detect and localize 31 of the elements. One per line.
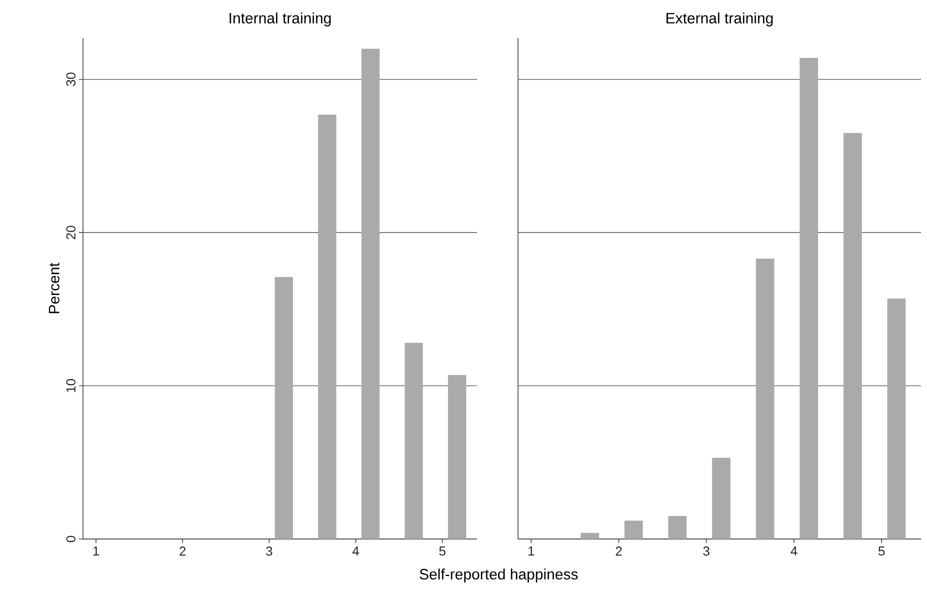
bar xyxy=(843,132,862,539)
x-tick-label: 2 xyxy=(616,546,622,556)
x-tick-label: 5 xyxy=(439,546,446,556)
bar xyxy=(580,532,600,539)
x-axis-title: Self-reported happiness xyxy=(420,568,578,582)
chart-title: External training xyxy=(666,12,773,26)
bar xyxy=(361,48,380,539)
x-tick-label: 2 xyxy=(180,546,186,556)
bar xyxy=(800,58,818,539)
x-tick-label: 3 xyxy=(703,546,710,556)
y-tick-label: 10 xyxy=(66,379,76,392)
x-tick-label: 4 xyxy=(352,546,360,556)
x-tick-label: 1 xyxy=(528,546,534,556)
bar xyxy=(712,458,730,539)
x-tick-label: 4 xyxy=(790,546,798,556)
bar xyxy=(448,375,466,539)
y-tick-label: 0 xyxy=(66,536,76,542)
bar xyxy=(404,342,423,539)
chart-title: Internal training xyxy=(230,12,331,26)
x-tick-label: 1 xyxy=(93,546,99,556)
bar xyxy=(887,298,906,539)
bar xyxy=(624,520,643,539)
y-tick-label: 30 xyxy=(66,72,76,86)
x-tick-label: 3 xyxy=(266,546,272,556)
y-axis-title: Percent xyxy=(48,262,60,314)
y-tick-label: 20 xyxy=(66,226,76,240)
bar xyxy=(274,276,293,539)
x-tick-label: 5 xyxy=(878,546,885,556)
bar xyxy=(318,114,336,539)
bar xyxy=(756,258,774,539)
bar xyxy=(668,516,687,539)
